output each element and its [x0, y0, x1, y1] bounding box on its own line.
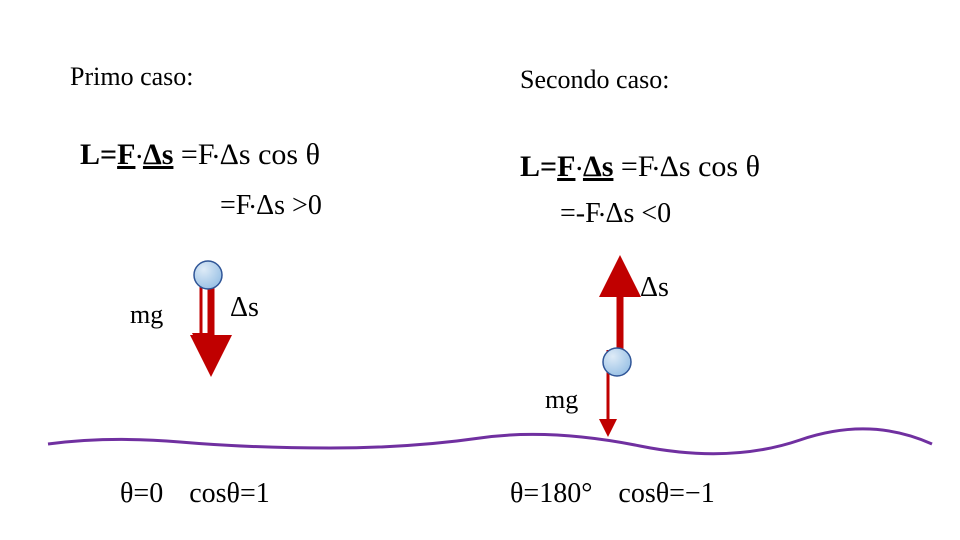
- left-f1-rest: Δs cos θ: [220, 138, 320, 171]
- left-f1-L: L=: [80, 138, 117, 171]
- left-mg-label: mg: [130, 300, 163, 330]
- left-f2-a: =F: [220, 190, 249, 221]
- right-f2-dot: .: [598, 192, 605, 223]
- right-f1-ds: Δs: [583, 150, 613, 183]
- right-f2-a: =-F: [560, 198, 598, 229]
- left-f1-F: F: [117, 138, 135, 171]
- left-f1-eq: =F: [173, 138, 212, 171]
- right-mg-label: mg: [545, 385, 578, 415]
- right-f1-F: F: [557, 150, 575, 183]
- right-f1-dot1: .: [575, 144, 583, 177]
- left-angle-b: cosθ=1: [189, 478, 270, 509]
- right-f2-c: Δs <0: [605, 198, 671, 229]
- right-angle: θ=180° cosθ=−1: [510, 478, 715, 510]
- slide-root: Primo caso: L=F.Δs =F.Δs cos θ =F.Δs >0 …: [0, 0, 960, 540]
- left-case-title: Primo caso:: [70, 62, 194, 92]
- ground-line: [48, 429, 932, 454]
- right-ball-icon: [603, 348, 631, 376]
- right-f1-dot2: .: [652, 144, 660, 177]
- right-formula-line1: L=F.Δs =F.Δs cos θ: [520, 150, 760, 184]
- left-formula-line2: =F.Δs >0: [220, 190, 322, 222]
- right-ds-label: Δs: [640, 272, 669, 304]
- right-formula-line2: =-F.Δs <0: [560, 198, 671, 230]
- left-ds-label: Δs: [230, 292, 259, 324]
- left-ball-icon: [194, 261, 222, 289]
- right-angle-b: cosθ=−1: [618, 478, 714, 509]
- left-f2-c: Δs >0: [256, 190, 322, 221]
- right-case-title: Secondo caso:: [520, 65, 669, 95]
- right-f1-L: L=: [520, 150, 557, 183]
- right-f1-eq: =F: [613, 150, 652, 183]
- left-f1-ds: Δs: [143, 138, 173, 171]
- left-angle-a: θ=0: [120, 478, 163, 509]
- left-angle: θ=0 cosθ=1: [120, 478, 270, 510]
- right-f1-rest: Δs cos θ: [660, 150, 760, 183]
- left-f2-dot: .: [249, 184, 256, 215]
- left-f1-dot2: .: [212, 132, 220, 165]
- left-formula-line1: L=F.Δs =F.Δs cos θ: [80, 138, 320, 172]
- right-angle-a: θ=180°: [510, 478, 592, 509]
- left-f1-dot1: .: [135, 132, 143, 165]
